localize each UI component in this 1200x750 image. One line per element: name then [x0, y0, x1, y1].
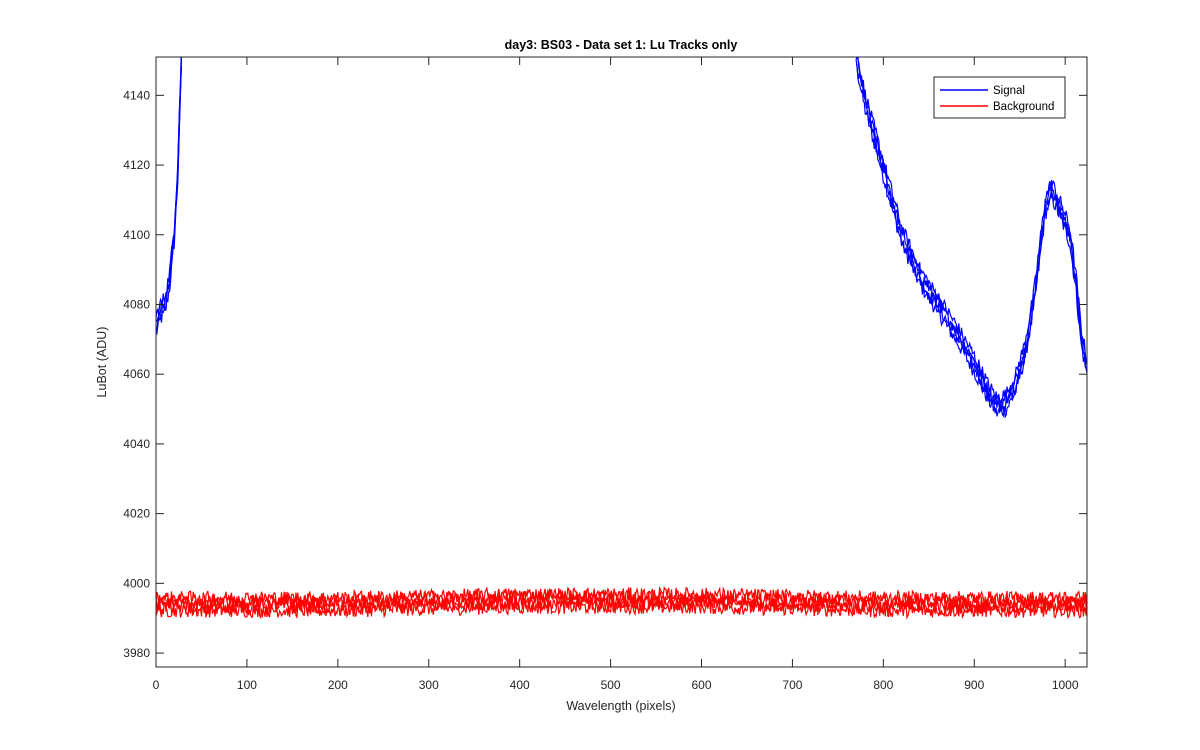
y-tick-label: 4000 — [123, 576, 150, 590]
y-tick-label: 3980 — [123, 646, 150, 660]
x-axis-label: Wavelength (pixels) — [566, 699, 675, 713]
x-tick-label: 100 — [237, 678, 257, 692]
x-tick-label: 300 — [419, 678, 439, 692]
x-tick-label: 0 — [153, 678, 160, 692]
series-layer — [156, 57, 1087, 620]
signal-track-line — [156, 57, 1087, 403]
axes-box — [155, 56, 1088, 668]
plot-area — [156, 57, 1087, 667]
y-axis-label: LuBot (ADU) — [95, 327, 109, 398]
tick-layer: 0 100 200 300 400 500 600 700 800 900 1000 3980 4000… — [123, 57, 1087, 692]
x-tick-label: 200 — [328, 678, 348, 692]
legend[interactable]: Signal Background — [933, 76, 1066, 119]
y-tick-label: 4100 — [123, 228, 150, 242]
x-tick-label: 600 — [691, 678, 711, 692]
series-background — [156, 585, 1087, 620]
background-track-line — [156, 585, 1087, 607]
y-tick-label: 4020 — [123, 507, 150, 521]
chart-title: day3: BS03 - Data set 1: Lu Tracks only — [505, 38, 738, 52]
x-tick-label: 1000 — [1052, 678, 1079, 692]
series-signal — [156, 57, 1087, 419]
y-tick-label: 4140 — [123, 88, 150, 102]
y-tick-label: 4060 — [123, 367, 150, 381]
x-tick-label: 700 — [782, 678, 802, 692]
x-tick-label: 900 — [964, 678, 984, 692]
x-tick-label: 400 — [510, 678, 530, 692]
legend-signal-label: Signal — [993, 85, 1025, 97]
x-tick-label: 500 — [601, 678, 621, 692]
y-tick-label: 4040 — [123, 437, 150, 451]
x-tick-label: 800 — [873, 678, 893, 692]
y-tick-label: 4080 — [123, 297, 150, 311]
background-track-line — [156, 590, 1087, 611]
y-tick-label: 4120 — [123, 158, 150, 172]
legend-box — [933, 76, 1066, 119]
legend-background-label: Background — [993, 101, 1054, 113]
